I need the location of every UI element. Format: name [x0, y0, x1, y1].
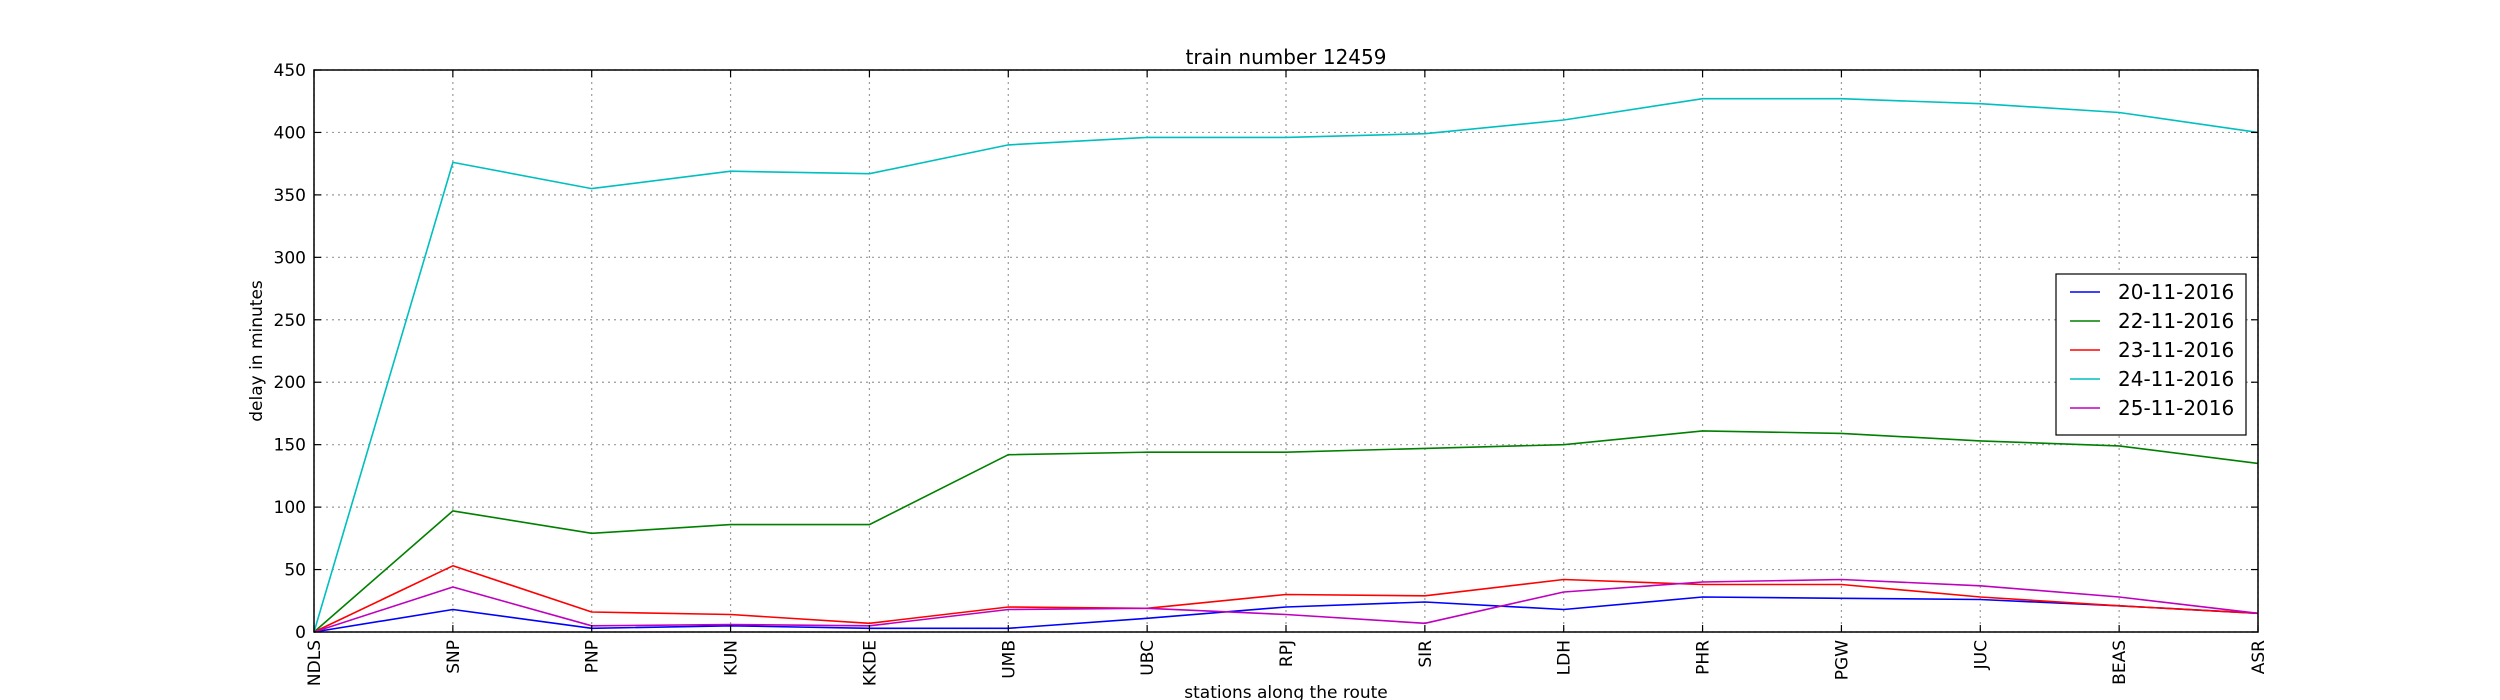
x-tick-label: UMB — [999, 640, 1019, 679]
legend: 20-11-2016 22-11-2016 23-11-2016 24-11-2016… — [2055, 273, 2247, 436]
x-tick-label: NDLS — [305, 640, 325, 686]
legend-label: 25-11-2016 — [2118, 396, 2234, 420]
chart-title: train number 12459 — [1186, 45, 1387, 69]
legend-label: 22-11-2016 — [2118, 309, 2234, 333]
y-tick-label: 50 — [284, 561, 306, 581]
x-tick-label: SNP — [444, 640, 464, 674]
x-axis-label: stations along the route — [1184, 683, 1388, 700]
series-line-22-11-2016 — [313, 430, 2259, 633]
y-tick-label: 150 — [274, 436, 306, 456]
x-tick-label: LDH — [1555, 640, 1575, 675]
y-tick-label: 0 — [295, 623, 306, 643]
x-tick-label: UBC — [1138, 640, 1158, 676]
x-tick-label: PHR — [1694, 640, 1714, 675]
x-tick-label: ASR — [2249, 640, 2269, 674]
y-tick-label: 250 — [274, 311, 306, 331]
axis-ticks: NDLS SNP PNP KUN KKDE UMB UBC RPJ SIR LDH PHR PGW JU… — [274, 61, 2269, 686]
legend-label: 23-11-2016 — [2118, 338, 2234, 362]
y-tick-label: 300 — [274, 248, 306, 268]
y-tick-label: 400 — [274, 123, 306, 143]
x-tick-label: PGW — [1832, 640, 1852, 680]
x-tick-label: KUN — [722, 640, 742, 676]
y-axis-label: delay in minutes — [247, 280, 267, 422]
series-line-25-11-2016 — [313, 578, 2259, 633]
series-line-24-11-2016 — [313, 97, 2259, 633]
series-line-23-11-2016 — [313, 564, 2259, 633]
y-tick-label: 200 — [274, 373, 306, 393]
series-lines — [313, 97, 2259, 633]
x-tick-label: KKDE — [860, 640, 880, 686]
grid — [313, 69, 2259, 633]
legend-label: 24-11-2016 — [2118, 367, 2234, 391]
y-tick-label: 450 — [274, 61, 306, 81]
y-tick-label: 350 — [274, 186, 306, 206]
legend-label: 20-11-2016 — [2118, 280, 2234, 304]
x-tick-label: PNP — [583, 640, 603, 673]
x-tick-label: RPJ — [1277, 640, 1297, 667]
x-tick-label: BEAS — [2110, 640, 2130, 685]
x-tick-label: SIR — [1416, 640, 1436, 668]
series-line-20-11-2016 — [313, 596, 2259, 633]
x-tick-label: JUC — [1971, 640, 1991, 670]
y-tick-label: 100 — [274, 498, 306, 518]
